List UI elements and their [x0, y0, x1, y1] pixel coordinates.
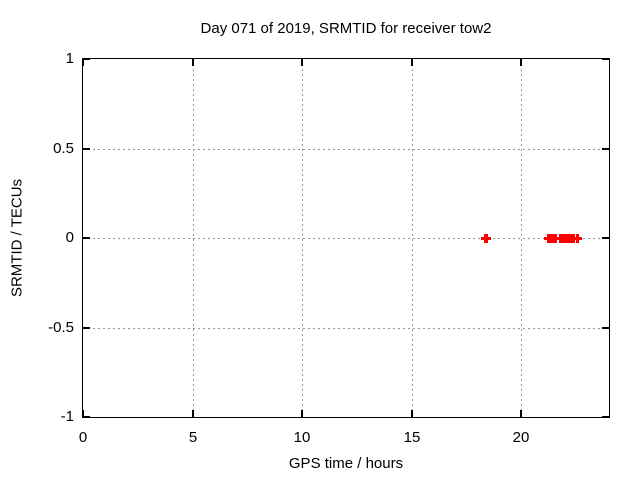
y-tick-mark — [83, 148, 90, 150]
y-tick-mark — [83, 327, 90, 329]
x-tick-mark — [82, 59, 84, 66]
chart-title: Day 071 of 2019, SRMTID for receiver tow… — [200, 20, 492, 37]
x-tick-label: 20 — [512, 429, 530, 446]
x-tick-label: 0 — [78, 429, 88, 446]
y-tick-mark — [602, 416, 609, 418]
y-tick-mark — [602, 237, 609, 239]
gridline-horizontal — [83, 328, 609, 329]
x-tick-mark — [520, 59, 522, 66]
data-point-marker — [573, 234, 582, 243]
plot-area — [82, 58, 610, 418]
x-tick-mark — [301, 410, 303, 417]
y-tick-mark — [602, 148, 609, 150]
y-tick-mark — [602, 327, 609, 329]
y-tick-label: -0.5 — [48, 319, 74, 336]
y-tick-mark — [83, 416, 90, 418]
y-tick-label: 0 — [65, 229, 74, 246]
x-tick-mark — [520, 410, 522, 417]
x-tick-mark — [411, 410, 413, 417]
x-tick-mark — [301, 59, 303, 66]
gridline-horizontal — [83, 238, 609, 239]
y-tick-mark — [83, 237, 90, 239]
x-tick-mark — [82, 410, 84, 417]
gridline-horizontal — [83, 149, 609, 150]
y-tick-label: 0.5 — [53, 140, 74, 157]
x-axis-title: GPS time / hours — [288, 455, 404, 472]
x-tick-mark — [192, 410, 194, 417]
y-tick-label: -1 — [60, 408, 74, 425]
data-point-marker — [551, 234, 560, 243]
x-tick-label: 5 — [188, 429, 198, 446]
x-tick-mark — [411, 59, 413, 66]
data-point-marker — [482, 234, 491, 243]
y-tick-label: 1 — [65, 50, 74, 67]
y-axis-title: SRMTID / TECUs — [8, 178, 26, 298]
x-tick-label: 10 — [293, 429, 311, 446]
y-tick-mark — [83, 58, 90, 60]
y-tick-mark — [602, 58, 609, 60]
x-tick-mark — [192, 59, 194, 66]
x-tick-label: 15 — [403, 429, 421, 446]
